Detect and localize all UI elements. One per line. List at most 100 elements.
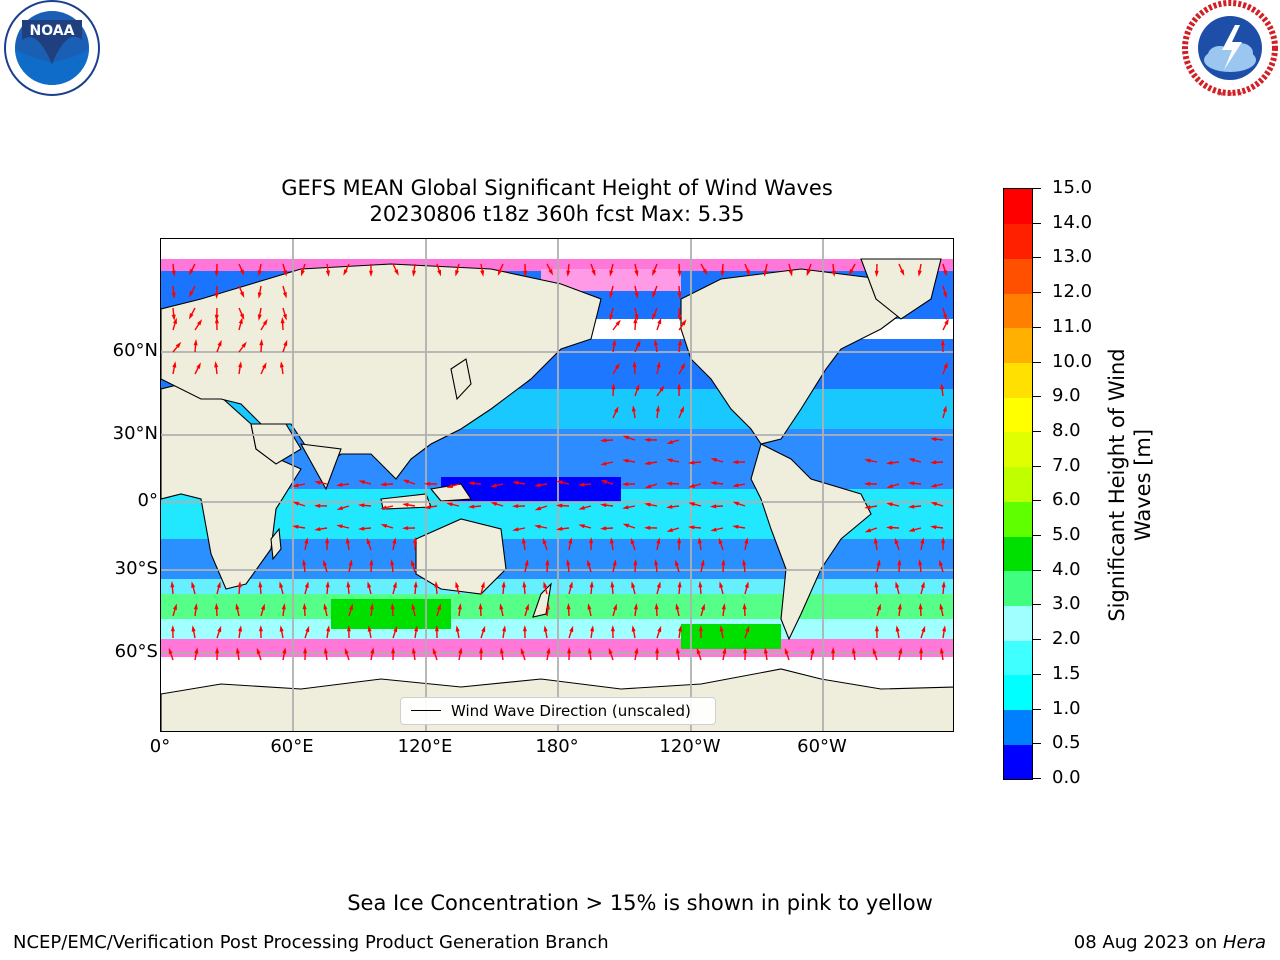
wave-arrow-head — [522, 625, 527, 632]
wave-arrow-head — [434, 581, 439, 588]
wave-arrow-head — [280, 317, 285, 324]
colorbar-tick — [1033, 188, 1041, 189]
wave-arrow-head — [898, 647, 903, 654]
wave-arrow-head — [710, 504, 717, 509]
wave-arrow-head — [336, 482, 343, 487]
wave-arrow-head — [895, 625, 900, 632]
wave-arrow-head — [908, 458, 915, 463]
footer-date-text: 08 Aug 2023 on — [1073, 932, 1223, 953]
wave-arrow-head — [257, 292, 262, 299]
wave-arrow-head — [304, 537, 309, 544]
colorbar-tick-label: 0.0 — [1052, 767, 1081, 788]
wave-arrow-head — [346, 581, 351, 588]
wave-arrow-head — [810, 647, 815, 654]
wave-arrow-head — [534, 506, 542, 511]
wave-arrow-head — [314, 527, 321, 532]
wave-arrow-head — [238, 317, 243, 324]
wave-arrow-head — [323, 559, 327, 567]
wave-arrow-head — [636, 340, 641, 347]
wave-arrow-head — [897, 559, 902, 566]
wave-arrow-head — [235, 603, 240, 610]
wave-arrow-head — [548, 269, 554, 276]
lat-label-30n: 30°N — [112, 423, 158, 444]
wave-arrow-head — [654, 603, 659, 610]
wave-arrow-head — [567, 647, 572, 654]
wave-arrow-head — [615, 319, 621, 326]
wave-arrow-head — [512, 527, 519, 532]
wave-arrow-head — [722, 647, 727, 654]
wave-arrow-head — [292, 501, 300, 506]
wave-arrow-head — [886, 484, 894, 488]
wave-arrow-head — [455, 270, 460, 277]
wave-arrow-head — [688, 525, 695, 530]
wave-arrow-head — [369, 603, 374, 610]
wave-arrow-head — [675, 647, 680, 654]
colorbar-tick-label: 15.0 — [1052, 177, 1093, 198]
colorbar-title-line2: Waves [m] — [1131, 428, 1155, 542]
wave-arrow-head — [168, 647, 173, 655]
wave-arrow-head — [238, 361, 243, 368]
wave-arrow-head — [238, 625, 243, 632]
wave-arrow-head — [677, 339, 682, 346]
colorbar-tick — [1033, 292, 1041, 294]
wave-arrow-head — [763, 270, 768, 277]
colorbar-segment — [1004, 327, 1032, 364]
wave-arrow-head — [522, 581, 527, 588]
wave-arrow-head — [678, 625, 683, 632]
colorbar-segment — [1004, 605, 1032, 641]
wave-arrow-head — [512, 480, 519, 485]
wave-arrow-head — [173, 317, 177, 325]
wave-arrow-head — [282, 647, 287, 654]
wave-arrow-head — [402, 502, 409, 507]
wave-arrow-head — [930, 437, 937, 442]
lon-label-120w: 120°W — [659, 736, 721, 757]
footer-date: 08 Aug 2023 on Hera — [1074, 932, 1266, 953]
wave-arrow-head — [897, 603, 902, 610]
wave-arrow-head — [688, 460, 695, 465]
wave-arrow-head — [679, 406, 685, 413]
wave-arrow-head — [941, 537, 946, 544]
wave-arrow-head — [521, 537, 526, 544]
wave-arrow-head — [698, 625, 703, 632]
wave-arrow-head — [632, 361, 637, 368]
colorbar-tick — [1033, 257, 1041, 259]
colorbar-tick — [1033, 673, 1041, 675]
wave-arrow-head — [369, 270, 373, 277]
wave-arrow-head — [217, 625, 222, 633]
wave-arrow-head — [874, 581, 879, 588]
wave-arrow-head — [742, 603, 747, 610]
wave-arrow-head — [600, 480, 608, 484]
wave-arrow-head — [652, 313, 657, 321]
wave-arrow-head — [590, 625, 595, 632]
wave-arrow-head — [634, 314, 639, 321]
colorbar-segment — [1004, 709, 1032, 745]
wave-arrow-head — [908, 527, 915, 532]
wave-arrow-head — [499, 647, 504, 654]
wave-arrow-head — [587, 603, 592, 610]
wave-arrow-head — [886, 460, 893, 465]
wave-arrow-head — [630, 537, 635, 545]
wave-arrow-head — [677, 314, 682, 321]
wave-arrow-head — [718, 537, 723, 545]
wave-arrow-head — [633, 603, 638, 610]
wave-arrow-head — [732, 483, 739, 488]
wave-arrow-head — [279, 361, 284, 368]
footer-host: Hera — [1222, 932, 1266, 953]
wave-arrow-head — [346, 625, 351, 632]
wave-arrow-head — [196, 362, 201, 369]
wave-arrow-head — [644, 502, 651, 507]
colorbar-tick-label: 5.0 — [1052, 524, 1081, 546]
colorbar-segment — [1004, 431, 1032, 468]
wave-arrow-head — [214, 292, 219, 299]
wave-arrow-head — [874, 270, 879, 277]
wave-arrow-head — [170, 625, 175, 632]
wave-arrow-head — [566, 603, 571, 610]
wave-arrow-head — [677, 292, 682, 299]
wave-arrow-head — [886, 502, 893, 507]
wave-arrow-head — [478, 603, 483, 610]
wave-arrow-head — [763, 647, 768, 654]
wave-arrow-head — [899, 269, 905, 276]
wave-arrow-head — [659, 385, 665, 392]
wave-arrow-head — [908, 504, 915, 509]
wave-arrow-head — [654, 559, 659, 566]
